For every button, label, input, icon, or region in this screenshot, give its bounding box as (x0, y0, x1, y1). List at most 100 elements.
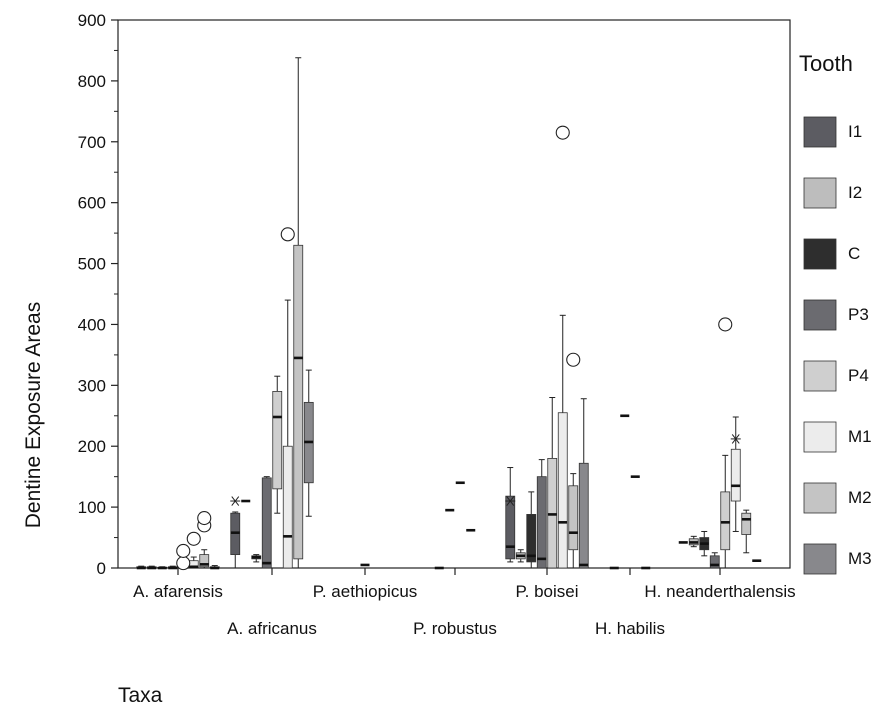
legend-swatch (803, 116, 837, 148)
box-C (699, 530, 710, 557)
legend-item-P4: P4 (803, 360, 869, 392)
box-M3 (209, 565, 220, 570)
box-I2 (515, 549, 526, 563)
y-tick-label: 700 (78, 133, 106, 152)
outlier-circle (176, 556, 191, 571)
legend-item-M2: M2 (803, 482, 872, 514)
box-M2 (293, 57, 304, 569)
box-iqr (730, 448, 741, 502)
y-tick-label: 100 (78, 498, 106, 517)
outlier-circle (555, 125, 570, 140)
box-M2 (568, 473, 579, 569)
legend-swatch (803, 421, 837, 453)
box-I1 (230, 511, 241, 569)
box-iqr (741, 512, 752, 535)
x-axis-title: Taxa (118, 684, 163, 707)
box-iqr (720, 491, 731, 551)
extreme-star (730, 434, 741, 444)
x-category-label: A. africanus (227, 619, 317, 638)
legend-item-M3: M3 (803, 543, 872, 575)
legend-swatch (803, 238, 837, 270)
outlier-circle (566, 352, 581, 367)
y-tick-label: 900 (78, 11, 106, 30)
legend-swatch (803, 299, 837, 331)
box-P4 (547, 397, 558, 569)
legend-label: I2 (848, 183, 862, 202)
legend-item-M1: M1 (803, 421, 872, 453)
y-tick-label: 600 (78, 194, 106, 213)
box-iqr (557, 412, 568, 569)
box-iqr (293, 244, 304, 560)
box-M2 (741, 509, 752, 554)
legend-swatch (803, 177, 837, 209)
box-P3 (261, 476, 272, 569)
box-iqr (272, 391, 283, 490)
box-C (251, 554, 262, 563)
y-tick-label: 300 (78, 376, 106, 395)
plot-area (117, 19, 791, 569)
axis-layer: 0 100 200 300 400 500 600 700 800 900 A. afarensis… (78, 11, 796, 638)
box-C (157, 566, 168, 570)
legend-label: P4 (848, 366, 869, 385)
outlier-circle (197, 511, 212, 526)
y-axis-title: Dentine Exposure Areas (22, 302, 45, 528)
x-category-label: H. neanderthalensis (644, 582, 795, 601)
star-stroke (231, 496, 240, 506)
box-M2 (199, 549, 210, 569)
legend-item-P3: P3 (803, 299, 869, 331)
box-layer (136, 57, 762, 571)
outlier-circle (280, 227, 295, 242)
box-iqr (568, 485, 579, 551)
x-category-label: H. habilis (595, 619, 665, 638)
y-tick-label: 800 (78, 72, 106, 91)
box-iqr (282, 445, 293, 569)
box-P4 (720, 454, 731, 569)
box-M1 (557, 314, 568, 569)
box-I1 (505, 467, 516, 563)
legend-label: M1 (848, 427, 872, 446)
y-tick-label: 0 (97, 559, 106, 578)
y-tick-label: 200 (78, 437, 106, 456)
legend-swatch (803, 360, 837, 392)
box-M3 (578, 398, 589, 569)
box-iqr (199, 554, 210, 568)
box-M1 (188, 556, 199, 569)
outlier-circle (718, 317, 733, 332)
x-category-label: P. robustus (413, 619, 497, 638)
x-category-label: P. boisei (515, 582, 578, 601)
box-P4 (272, 375, 283, 514)
legend-label: I1 (848, 122, 862, 141)
box-P3 (536, 459, 547, 569)
box-iqr (578, 462, 589, 569)
box-iqr (505, 495, 516, 560)
legend-item-C: C (803, 238, 860, 270)
box-C (526, 491, 537, 569)
box-I2 (688, 535, 699, 548)
legend-label: M2 (848, 488, 872, 507)
star-stroke (506, 496, 515, 506)
y-tick-label: 500 (78, 255, 106, 274)
plot-frame (117, 19, 791, 569)
box-iqr (536, 476, 547, 569)
box-iqr (709, 555, 720, 569)
legend: Tooth I1 I2 C P3 P4 M1 M2 M3 (799, 51, 872, 575)
outlier-circle (186, 531, 201, 546)
box-M1 (282, 299, 293, 569)
box-P3 (709, 552, 720, 569)
extreme-star (505, 496, 516, 506)
x-category-label: P. aethiopicus (313, 582, 418, 601)
box-I2 (146, 565, 157, 570)
legend-item-I1: I1 (803, 116, 862, 148)
box-iqr (261, 477, 272, 569)
box-P3 (167, 565, 178, 570)
legend-item-I2: I2 (803, 177, 862, 209)
legend-label: P3 (848, 305, 869, 324)
extreme-star (230, 496, 241, 506)
y-tick-label: 400 (78, 315, 106, 334)
legend-label: C (848, 244, 860, 263)
box-I1 (136, 565, 147, 570)
legend-label: M3 (848, 549, 872, 568)
outlier-circle (176, 543, 191, 559)
box-iqr (526, 514, 537, 563)
